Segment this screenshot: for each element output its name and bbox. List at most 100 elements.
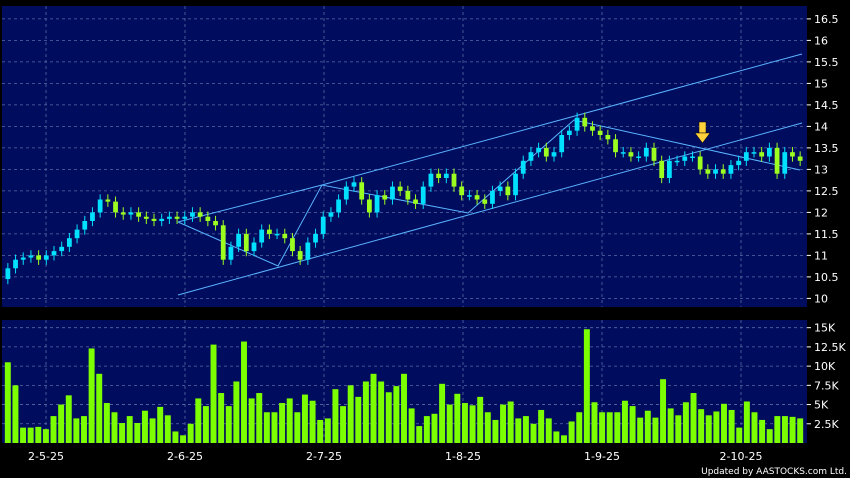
candle-body bbox=[667, 160, 672, 178]
candle-body bbox=[790, 152, 795, 157]
candle-body bbox=[105, 199, 111, 202]
volume-bar bbox=[286, 398, 293, 443]
candle-body bbox=[20, 257, 26, 260]
candle-body bbox=[120, 212, 126, 215]
volume-bar bbox=[576, 412, 583, 443]
volume-tick-label: 15K bbox=[814, 322, 836, 335]
volume-bar bbox=[515, 418, 522, 443]
candle-body bbox=[174, 216, 180, 219]
volume-bar bbox=[682, 402, 689, 443]
date-axis-labels: 2-5-25 2-6-25 2-7-25 1-8-25 1-9-25 2-10-25 bbox=[28, 450, 762, 463]
volume-bar bbox=[401, 373, 407, 443]
volume-bar bbox=[690, 393, 697, 443]
price-tick-label: 16.5 bbox=[814, 13, 839, 26]
volume-bar bbox=[27, 427, 34, 443]
volume-bar bbox=[149, 418, 156, 443]
volume-bar bbox=[81, 416, 87, 443]
volume-bar bbox=[111, 412, 118, 443]
volume-bar bbox=[370, 373, 377, 443]
price-grid bbox=[2, 6, 807, 307]
candle-body bbox=[259, 229, 265, 243]
candle-body bbox=[482, 199, 488, 204]
candle-body bbox=[113, 201, 118, 213]
price-tick-label: 13 bbox=[814, 163, 828, 176]
candle-body bbox=[82, 221, 88, 230]
volume-bar bbox=[248, 398, 255, 443]
volume-bar bbox=[309, 400, 316, 443]
price-tick-label: 12.5 bbox=[814, 185, 839, 198]
candle-body bbox=[205, 216, 211, 221]
volume-bar bbox=[713, 411, 720, 443]
candle-body bbox=[613, 139, 618, 153]
volume-bar bbox=[126, 416, 133, 443]
volume-bar bbox=[42, 429, 49, 443]
price-tick-label: 15.5 bbox=[814, 56, 839, 69]
volume-bar bbox=[781, 416, 788, 443]
volume-bar bbox=[530, 423, 537, 443]
volume-bar bbox=[385, 392, 392, 443]
volume-bar bbox=[461, 403, 468, 443]
candle-body bbox=[67, 238, 72, 247]
volume-axis-labels: 2.5K 5K 7.5K 10K 12.5K 15K bbox=[807, 322, 846, 431]
volume-bar bbox=[431, 413, 438, 443]
candle-body bbox=[382, 195, 388, 200]
volume-bar bbox=[439, 383, 446, 443]
volume-bar bbox=[484, 412, 491, 443]
candle-body bbox=[282, 233, 288, 239]
candle-body bbox=[228, 246, 234, 260]
volume-bar bbox=[180, 435, 187, 443]
price-tick-label: 15 bbox=[814, 77, 828, 90]
candle-body bbox=[505, 186, 511, 196]
candle-body bbox=[374, 195, 380, 213]
volume-bar bbox=[393, 386, 400, 443]
volume-bar bbox=[65, 395, 72, 443]
volume-bar bbox=[332, 389, 339, 443]
candle-body bbox=[536, 147, 541, 153]
candle-body bbox=[774, 147, 780, 174]
candle-body bbox=[736, 160, 741, 166]
candle-body bbox=[305, 242, 311, 260]
candle-body bbox=[243, 233, 249, 252]
price-tick-label: 10.5 bbox=[814, 271, 839, 284]
date-tick-label: 2-5-25 bbox=[28, 450, 64, 463]
candle-body bbox=[367, 199, 372, 213]
volume-tick-label: 12.5K bbox=[814, 341, 846, 354]
credit-text: Updated by AASTOCKS.com Ltd. bbox=[701, 467, 847, 477]
price-tick-label: 12 bbox=[814, 206, 828, 219]
volume-bar bbox=[423, 416, 430, 443]
candle-body bbox=[459, 186, 465, 196]
volume-bar bbox=[789, 416, 796, 443]
candle-body bbox=[167, 216, 172, 219]
volume-tick-label: 2.5K bbox=[814, 418, 839, 431]
volume-bar bbox=[164, 415, 171, 443]
volume-bar bbox=[454, 393, 461, 443]
candle-body bbox=[582, 117, 588, 127]
volume-bar bbox=[568, 421, 575, 443]
candle-body bbox=[128, 212, 134, 215]
candle-body bbox=[5, 268, 11, 280]
candle-body bbox=[90, 212, 95, 221]
volume-bar bbox=[210, 344, 217, 443]
candle-body bbox=[443, 173, 449, 178]
volume-bar bbox=[301, 394, 308, 443]
volume-bar bbox=[759, 419, 766, 443]
date-tick-label: 2-7-25 bbox=[306, 450, 342, 463]
volume-bar bbox=[20, 427, 27, 443]
candle-body bbox=[690, 156, 695, 158]
candle-body bbox=[497, 186, 503, 191]
candle-body bbox=[143, 216, 149, 219]
candle-body bbox=[597, 130, 603, 135]
volume-bar bbox=[652, 417, 659, 443]
volume-bar bbox=[408, 408, 415, 443]
price-axis-labels: 10 10.5 11 11.5 12 12.5 13 13.5 14 14.5 15 15.5 16 16… bbox=[807, 13, 839, 305]
volume-bar bbox=[629, 406, 636, 443]
volume-bar bbox=[599, 412, 606, 443]
volume-bar bbox=[157, 406, 164, 443]
volume-bar bbox=[225, 406, 232, 443]
volume-bar bbox=[743, 401, 750, 443]
candle-body bbox=[543, 147, 549, 157]
candle-body bbox=[197, 212, 203, 217]
volume-bar bbox=[347, 385, 354, 443]
volume-bar bbox=[522, 416, 529, 443]
candle-body bbox=[251, 242, 257, 252]
